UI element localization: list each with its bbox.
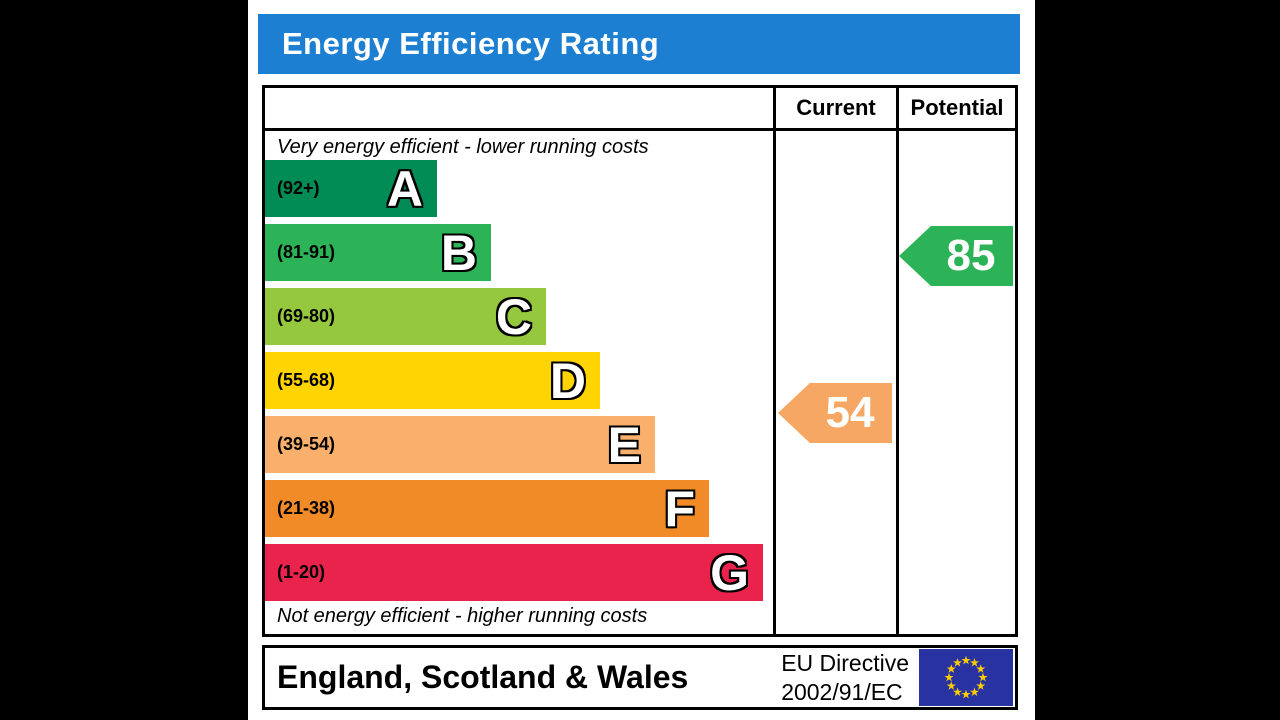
eu-flag-icon <box>919 649 1013 706</box>
eu-directive-line1: EU Directive <box>781 649 909 676</box>
band-range-label: (21-38) <box>277 498 336 518</box>
chart-title: Energy Efficiency Rating <box>282 26 660 61</box>
band-letter: D <box>549 352 586 409</box>
region-label: England, Scotland & Wales <box>277 659 689 695</box>
current-rating-value: 54 <box>825 388 875 437</box>
footer-right-group: EU Directive 2002/91/EC <box>781 649 1015 707</box>
chart-title-bar: Energy Efficiency Rating <box>258 14 1020 74</box>
band-row-g: (1-20) G <box>265 544 763 601</box>
band-letter: A <box>386 160 423 217</box>
potential-rating-arrow: 85 <box>899 226 1013 286</box>
band-letter: B <box>440 224 477 281</box>
band-row-c: (69-80) C <box>265 288 546 345</box>
band-row-b: (81-91) B <box>265 224 491 281</box>
band-row-a: (92+) A <box>265 160 437 217</box>
potential-rating-value: 85 <box>946 231 996 280</box>
band-range-label: (39-54) <box>277 434 336 454</box>
band-range-label: (81-91) <box>277 242 336 262</box>
epc-certificate-panel: Energy Efficiency Rating Current Potenti… <box>248 0 1035 720</box>
footer-box: England, Scotland & Wales EU Directive 2… <box>262 645 1018 710</box>
band-range-label: (92+) <box>277 178 320 198</box>
potential-column-header: Potential <box>910 95 1004 120</box>
current-column-divider <box>773 88 776 634</box>
header-divider-line <box>265 128 1015 131</box>
band-letter: E <box>607 416 641 473</box>
band-letter: C <box>495 288 532 345</box>
rating-table: Current Potential Very energy efficient … <box>262 85 1018 637</box>
potential-column-divider <box>896 88 899 634</box>
band-letter: G <box>710 544 749 601</box>
band-range-label: (1-20) <box>277 562 326 582</box>
bottom-caption: Not energy efficient - higher running co… <box>277 605 648 627</box>
current-column-header: Current <box>796 95 876 120</box>
top-caption: Very energy efficient - lower running co… <box>277 136 649 158</box>
band-row-f: (21-38) F <box>265 480 709 537</box>
band-range-label: (69-80) <box>277 306 336 326</box>
band-letter: F <box>664 480 695 537</box>
current-rating-arrow: 54 <box>778 383 892 443</box>
band-range-label: (55-68) <box>277 370 336 390</box>
band-row-d: (55-68) D <box>265 352 600 409</box>
band-row-e: (39-54) E <box>265 416 655 473</box>
eu-directive-line2: 2002/91/EC <box>781 678 903 705</box>
eu-directive-label: EU Directive 2002/91/EC <box>781 649 909 707</box>
